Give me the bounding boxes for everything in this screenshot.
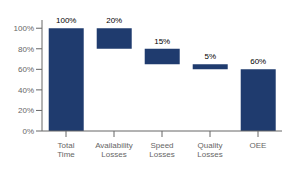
svg-text:AvailabilityLosses: AvailabilityLosses — [95, 141, 133, 159]
svg-text:20%: 20% — [18, 106, 34, 115]
svg-text:QualityLosses: QualityLosses — [197, 141, 222, 159]
svg-text:OEE: OEE — [250, 141, 267, 150]
svg-text:80%: 80% — [18, 45, 34, 54]
svg-text:20%: 20% — [106, 16, 122, 25]
svg-text:100%: 100% — [14, 24, 34, 33]
svg-text:0%: 0% — [22, 127, 34, 136]
svg-text:15%: 15% — [154, 37, 170, 46]
svg-text:40%: 40% — [18, 86, 34, 95]
svg-text:60%: 60% — [250, 57, 266, 66]
svg-text:TotalTime: TotalTime — [57, 141, 75, 159]
svg-text:SpeedLosses: SpeedLosses — [149, 141, 174, 159]
svg-text:100%: 100% — [56, 16, 76, 25]
svg-text:60%: 60% — [18, 65, 34, 74]
svg-text:5%: 5% — [204, 52, 216, 61]
